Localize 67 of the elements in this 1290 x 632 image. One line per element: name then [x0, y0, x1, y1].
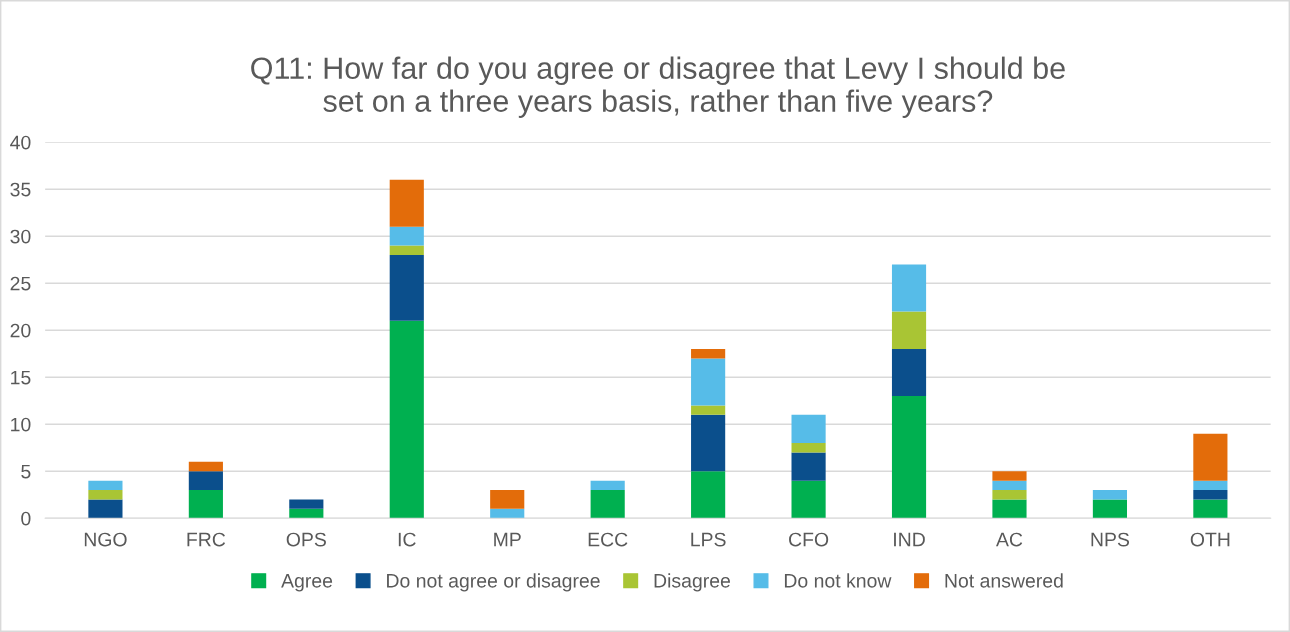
bar [389, 226, 424, 246]
legend-label: Not answered [945, 573, 1063, 588]
x-tick-label: OTH [1190, 532, 1230, 547]
bar [188, 490, 223, 519]
y-tick-label: 5 [21, 464, 31, 479]
x-tick-label: CFO [789, 532, 829, 547]
bar [289, 508, 324, 519]
x-tick-label: LPS [691, 532, 726, 547]
bar [88, 480, 123, 491]
y-tick-label: 40 [10, 135, 31, 150]
bar [490, 490, 525, 509]
bar [691, 471, 726, 519]
y-tick-label: 20 [10, 323, 31, 338]
bar [691, 414, 726, 472]
legend-label: Agree [281, 574, 333, 592]
x-tick-label: MP [494, 532, 521, 547]
bar [1092, 499, 1128, 519]
bar [289, 499, 324, 509]
bar [691, 358, 726, 406]
y-tick-label: 10 [11, 417, 31, 432]
y-tick-label: 35 [10, 182, 31, 197]
bar [88, 490, 123, 500]
bar [590, 490, 625, 519]
bar [791, 414, 826, 444]
bar [1193, 433, 1228, 481]
bar [791, 443, 826, 453]
bar [791, 452, 826, 481]
x-tick-label: IC [398, 532, 416, 547]
x-tick-label: IND [894, 532, 925, 547]
bar [490, 508, 525, 519]
bar [1092, 490, 1128, 500]
bar [1193, 490, 1228, 500]
bar [188, 471, 223, 491]
bar [188, 461, 223, 472]
legend-label: Do not know [784, 573, 892, 588]
bar [791, 480, 826, 519]
x-tick-label: NGO [84, 532, 127, 547]
x-tick-label: AC [996, 532, 1023, 547]
legend-label: Disagree [654, 573, 730, 592]
bar [590, 480, 625, 491]
bar [88, 499, 123, 519]
bar [1193, 499, 1228, 519]
y-tick-label: 30 [10, 229, 31, 244]
bar [992, 471, 1027, 481]
bar [992, 490, 1027, 500]
bar [1193, 480, 1228, 491]
x-tick-label: ECC [588, 532, 628, 547]
bar [992, 480, 1027, 491]
x-tick-label: FRC [187, 532, 226, 547]
y-tick-label: 15 [11, 370, 31, 385]
bar [891, 311, 927, 350]
bar [992, 499, 1027, 519]
x-tick-label: OPS [286, 532, 326, 547]
bar [891, 349, 927, 397]
bar [891, 396, 927, 519]
bar [389, 179, 424, 227]
x-tick-label: NPS [1091, 532, 1130, 547]
bar [691, 349, 726, 359]
bar [389, 245, 424, 256]
y-tick-label: 0 [21, 511, 31, 526]
bar [389, 255, 424, 321]
y-tick-label: 25 [10, 276, 31, 291]
legend-label: Do not agree or disagree [387, 573, 600, 592]
bar [891, 264, 927, 312]
bar [389, 320, 424, 519]
bar [691, 405, 726, 415]
chart-title: Q11: How far do you agree or disagree that Levy I should be set on a three years basis, rather than five years? [251, 56, 1065, 118]
